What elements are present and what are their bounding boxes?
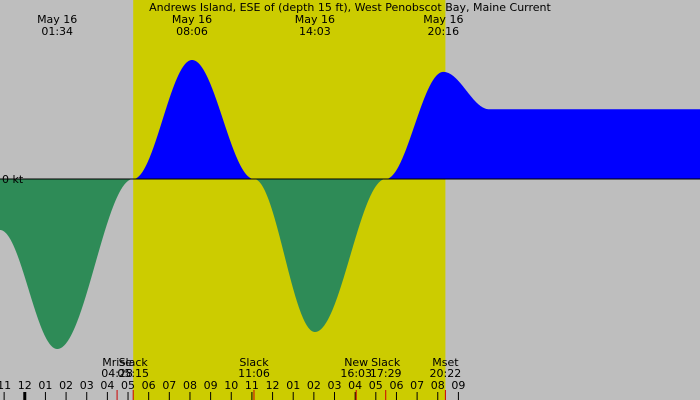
event-label: Mrise bbox=[102, 356, 132, 369]
event-label: Slack bbox=[239, 356, 269, 369]
chart-title: Andrews Island, ESE of (depth 15 ft), We… bbox=[149, 1, 551, 14]
event-time-label: 05:15 bbox=[117, 367, 149, 380]
hour-tick-label: 04 bbox=[348, 379, 362, 392]
event-label: Slack bbox=[119, 356, 149, 369]
event-time-label: 16:03 bbox=[340, 367, 372, 380]
hour-tick-label: 12 bbox=[18, 379, 32, 392]
hour-tick-label: 10 bbox=[224, 379, 238, 392]
event-time-label: 11:06 bbox=[238, 367, 270, 380]
event-time-label: 20:22 bbox=[430, 367, 462, 380]
hour-tick-label: 08 bbox=[431, 379, 445, 392]
event-label: Slack bbox=[371, 356, 401, 369]
hour-tick-label: 01 bbox=[38, 379, 52, 392]
hour-tick-label: 06 bbox=[389, 379, 403, 392]
zero-label: 0 kt bbox=[2, 173, 24, 186]
hour-tick-label: 07 bbox=[162, 379, 176, 392]
hour-tick-label: 03 bbox=[80, 379, 94, 392]
event-time-label: 04:28 bbox=[101, 367, 133, 380]
flood-current-area bbox=[385, 71, 700, 179]
hour-tick-label: 11 bbox=[0, 379, 11, 392]
event-time-label: 17:29 bbox=[370, 367, 402, 380]
peak-time-label: 14:03 bbox=[299, 25, 331, 38]
event-label: Mset bbox=[432, 356, 459, 369]
ebb-current-area bbox=[254, 179, 386, 332]
hour-tick-label: 12 bbox=[266, 379, 280, 392]
hour-tick-label: 08 bbox=[183, 379, 197, 392]
peak-time-label: 01:34 bbox=[41, 25, 73, 38]
hour-tick-label: 05 bbox=[369, 379, 383, 392]
peak-date-label: May 16 bbox=[423, 13, 463, 26]
peak-date-label: May 16 bbox=[37, 13, 77, 26]
flood-current-area bbox=[133, 60, 255, 179]
peak-time-label: 20:16 bbox=[427, 25, 459, 38]
hour-tick-label: 01 bbox=[286, 379, 300, 392]
hour-tick-label: 09 bbox=[204, 379, 218, 392]
hour-tick-label: 04 bbox=[100, 379, 114, 392]
hour-tick-label: 06 bbox=[142, 379, 156, 392]
peak-date-label: May 16 bbox=[172, 13, 212, 26]
hour-tick-label: 11 bbox=[245, 379, 259, 392]
hour-tick-label: 02 bbox=[59, 379, 73, 392]
hour-tick-label: 09 bbox=[451, 379, 465, 392]
hour-tick-label: 07 bbox=[410, 379, 424, 392]
peak-time-label: 08:06 bbox=[176, 25, 208, 38]
hour-tick-label: 02 bbox=[307, 379, 321, 392]
hour-tick-label: 05 bbox=[121, 379, 135, 392]
peak-date-label: May 16 bbox=[295, 13, 335, 26]
ebb-current-area bbox=[0, 179, 134, 349]
event-label: New bbox=[344, 356, 368, 369]
hour-tick-label: 03 bbox=[328, 379, 342, 392]
